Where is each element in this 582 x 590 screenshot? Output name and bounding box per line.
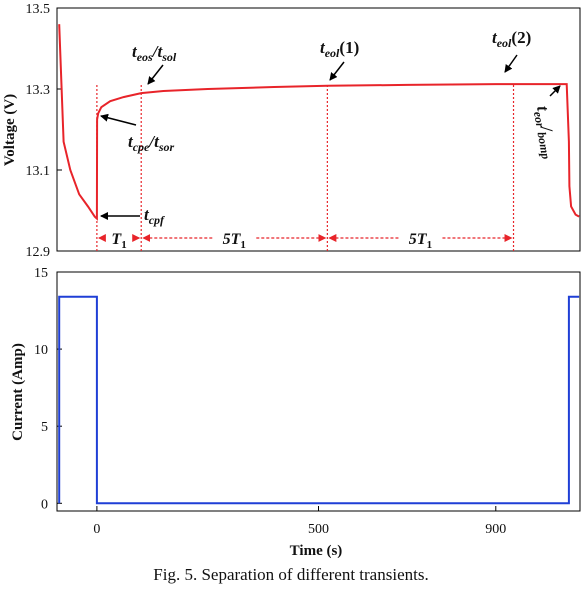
current-y-tick-label: 5 [41,420,48,435]
annotation-t-eol-1: teol(1) [320,38,359,60]
current-y-axis-label: Current (Amp) [10,343,26,441]
voltage-chart: 12.9 13.1 13.3 13.5 Voltage (V) T1 5T1 5T1 te… [2,2,581,260]
annotation-t-cpf: tcpf [144,205,165,227]
annotation-t-eor-bomp: teor/bomp [530,104,561,160]
voltage-y-ticks: 12.9 13.1 13.3 13.5 [26,2,62,260]
interval-arrows: T1 5T1 5T1 [97,231,513,251]
voltage-y-tick-label: 13.5 [26,2,51,17]
voltage-y-axis-label: Voltage (V) [2,94,18,166]
voltage-series-line [58,24,580,221]
arrow-t-eos-sol [147,64,164,85]
current-y-tick-label: 15 [34,266,48,281]
interval-label: 5T1 [223,231,246,251]
voltage-plot-frame [56,7,581,252]
arrow-t-eor-bomp [549,85,561,97]
arrow-t-eol-2 [504,54,518,73]
current-x-tick-label: 900 [485,522,506,537]
current-series-line [58,295,580,505]
current-x-tick-label: 500 [308,522,329,537]
figure-caption: Fig. 5. Separation of different transien… [153,565,429,584]
interval-label: T1 [111,231,126,251]
x-axis-label: Time (s) [290,543,343,559]
current-y-tick-label: 10 [34,343,48,358]
voltage-y-tick-label: 13.3 [26,83,51,98]
current-ticks: 0 5 10 15 0 500 900 [34,266,506,537]
arrow-t-cpe-sor [100,113,137,126]
annotation-t-cpe-sor: tcpe/tsor [128,132,175,154]
annotation-t-eol-2: teol(2) [492,28,531,50]
figure: 12.9 13.1 13.3 13.5 Voltage (V) T1 5T1 5T1 te… [2,2,581,559]
voltage-y-tick-label: 12.9 [26,245,51,260]
current-y-tick-label: 0 [41,497,48,512]
current-chart: 0 5 10 15 0 500 900 Current (Amp) Time (s) [10,266,581,559]
voltage-y-tick-label: 13.1 [26,164,51,179]
annotation-t-eos-sol: teos/tsol [132,42,177,64]
arrow-t-eol-1 [329,61,345,81]
interval-label: 5T1 [409,231,432,251]
current-x-tick-label: 0 [93,522,100,537]
current-plot-frame [56,271,581,512]
